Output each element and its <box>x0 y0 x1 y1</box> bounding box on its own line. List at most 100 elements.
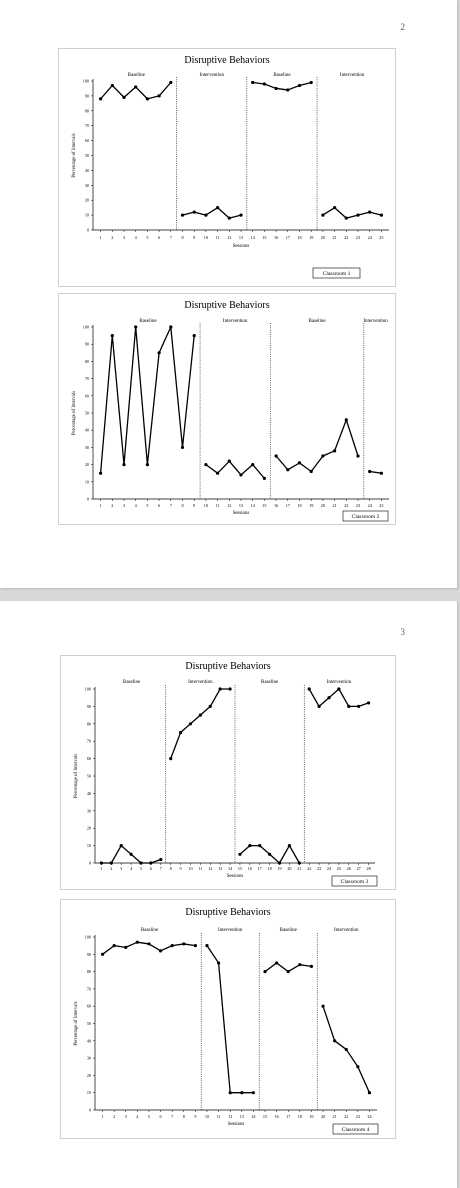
page-number: 2 <box>400 22 406 32</box>
data-point <box>321 213 325 217</box>
x-tick-label: 23 <box>356 1114 360 1119</box>
x-tick-label: 18 <box>297 235 301 240</box>
x-tick-label: 20 <box>321 235 325 240</box>
data-point <box>344 418 348 422</box>
data-point <box>145 97 150 101</box>
x-tick-label: 8 <box>181 235 183 240</box>
x-tick-label: 9 <box>180 866 182 871</box>
x-tick-label: 16 <box>248 866 252 871</box>
data-point <box>286 88 290 92</box>
classroom-label-box <box>312 267 361 279</box>
x-axis-label: Sessions <box>228 1122 245 1127</box>
x-tick-label: 20 <box>321 503 325 508</box>
x-tick-label: 17 <box>286 235 290 240</box>
data-point <box>238 852 242 856</box>
series-line-phase-4 <box>369 470 382 474</box>
data-point <box>218 687 222 691</box>
x-tick-label: 16 <box>274 235 278 240</box>
x-tick-label: 22 <box>344 1114 348 1119</box>
data-point <box>170 944 174 948</box>
x-tick-label: 21 <box>297 866 301 871</box>
x-axis-label: Sessions <box>233 244 250 249</box>
data-point <box>99 861 104 865</box>
x-tick-label: 2 <box>111 503 113 508</box>
phase-label: Baseline <box>280 928 298 933</box>
x-tick-label: 25 <box>379 503 383 508</box>
phase-label: Intervention <box>363 319 388 324</box>
data-point <box>135 940 139 944</box>
x-tick-label: 15 <box>263 1114 267 1119</box>
x-tick-label: 1 <box>101 1114 103 1119</box>
page-number: 3 <box>400 627 406 637</box>
data-point <box>286 468 290 472</box>
classroom-label-box <box>342 510 389 522</box>
x-tick-label: 6 <box>158 235 160 240</box>
x-tick-label: 24 <box>327 866 332 871</box>
y-tick-label: 20 <box>87 1073 91 1078</box>
phase-label: Baseline <box>273 73 291 78</box>
y-tick-label: 40 <box>87 1038 91 1043</box>
x-tick-label: 10 <box>204 235 208 240</box>
x-tick-label: 1 <box>100 235 102 240</box>
data-point <box>307 687 311 691</box>
y-tick-label: 100 <box>83 325 89 330</box>
data-point <box>317 704 321 708</box>
y-tick-label: 90 <box>85 93 89 98</box>
data-point <box>347 704 351 708</box>
data-point <box>169 80 173 85</box>
x-tick-label: 13 <box>239 235 243 240</box>
x-tick-label: 16 <box>275 1114 279 1119</box>
x-tick-label: 5 <box>146 503 148 508</box>
x-tick-label: 7 <box>160 866 162 871</box>
data-point <box>239 473 243 477</box>
series-line-phase-2 <box>170 688 231 759</box>
data-point <box>251 1091 256 1095</box>
x-tick-label: 13 <box>239 503 243 508</box>
y-axis-label: Percentage of Intervals <box>74 754 79 798</box>
x-tick-label: 11 <box>198 866 202 871</box>
data-point <box>119 844 123 848</box>
y-tick-label: 80 <box>85 108 89 113</box>
data-point <box>110 83 114 88</box>
x-tick-label: 9 <box>193 235 195 240</box>
phase-label: Intervention <box>334 928 359 933</box>
phase-label: Intervention <box>218 928 243 933</box>
x-tick-label: 3 <box>125 1114 127 1119</box>
x-tick-label: 12 <box>227 503 231 508</box>
data-point <box>169 325 173 329</box>
data-point <box>188 722 193 726</box>
data-point <box>134 325 138 329</box>
data-point <box>309 964 314 969</box>
classroom-label-box <box>331 875 378 887</box>
data-point <box>327 696 331 700</box>
x-tick-label: 1 <box>100 866 102 871</box>
y-tick-label: 90 <box>87 952 91 957</box>
x-tick-label: 21 <box>333 503 337 508</box>
data-point <box>158 949 163 953</box>
x-tick-label: 17 <box>286 1114 290 1119</box>
y-tick-label: 30 <box>85 183 89 188</box>
x-tick-label: 7 <box>170 503 172 508</box>
data-point <box>262 476 266 480</box>
y-tick-label: 50 <box>85 411 89 416</box>
y-tick-label: 40 <box>85 428 89 433</box>
data-point <box>193 944 197 948</box>
data-point <box>368 210 372 214</box>
y-tick-label: 90 <box>85 342 89 347</box>
x-tick-label: 22 <box>344 235 348 240</box>
y-tick-label: 20 <box>85 462 89 467</box>
phase-label: Baseline <box>308 319 326 324</box>
data-point <box>321 1004 325 1008</box>
chart-svg: Disruptive Behaviors 0 10 20 30 40 50 60 70 80 90 1… <box>74 907 379 1135</box>
x-tick-label: 24 <box>368 503 373 508</box>
document-page-2: 3 Disruptive Behaviors 0 10 20 30 40 50 60 70 80 9… <box>0 601 457 1188</box>
x-tick-label: 2 <box>110 866 112 871</box>
data-point <box>139 861 143 865</box>
x-tick-label: 16 <box>274 503 278 508</box>
x-tick-label: 2 <box>113 1114 115 1119</box>
x-tick-label: 3 <box>123 503 125 508</box>
data-point <box>344 1047 348 1052</box>
x-tick-label: 23 <box>317 866 321 871</box>
x-tick-label: 12 <box>208 866 212 871</box>
data-point <box>169 757 173 761</box>
